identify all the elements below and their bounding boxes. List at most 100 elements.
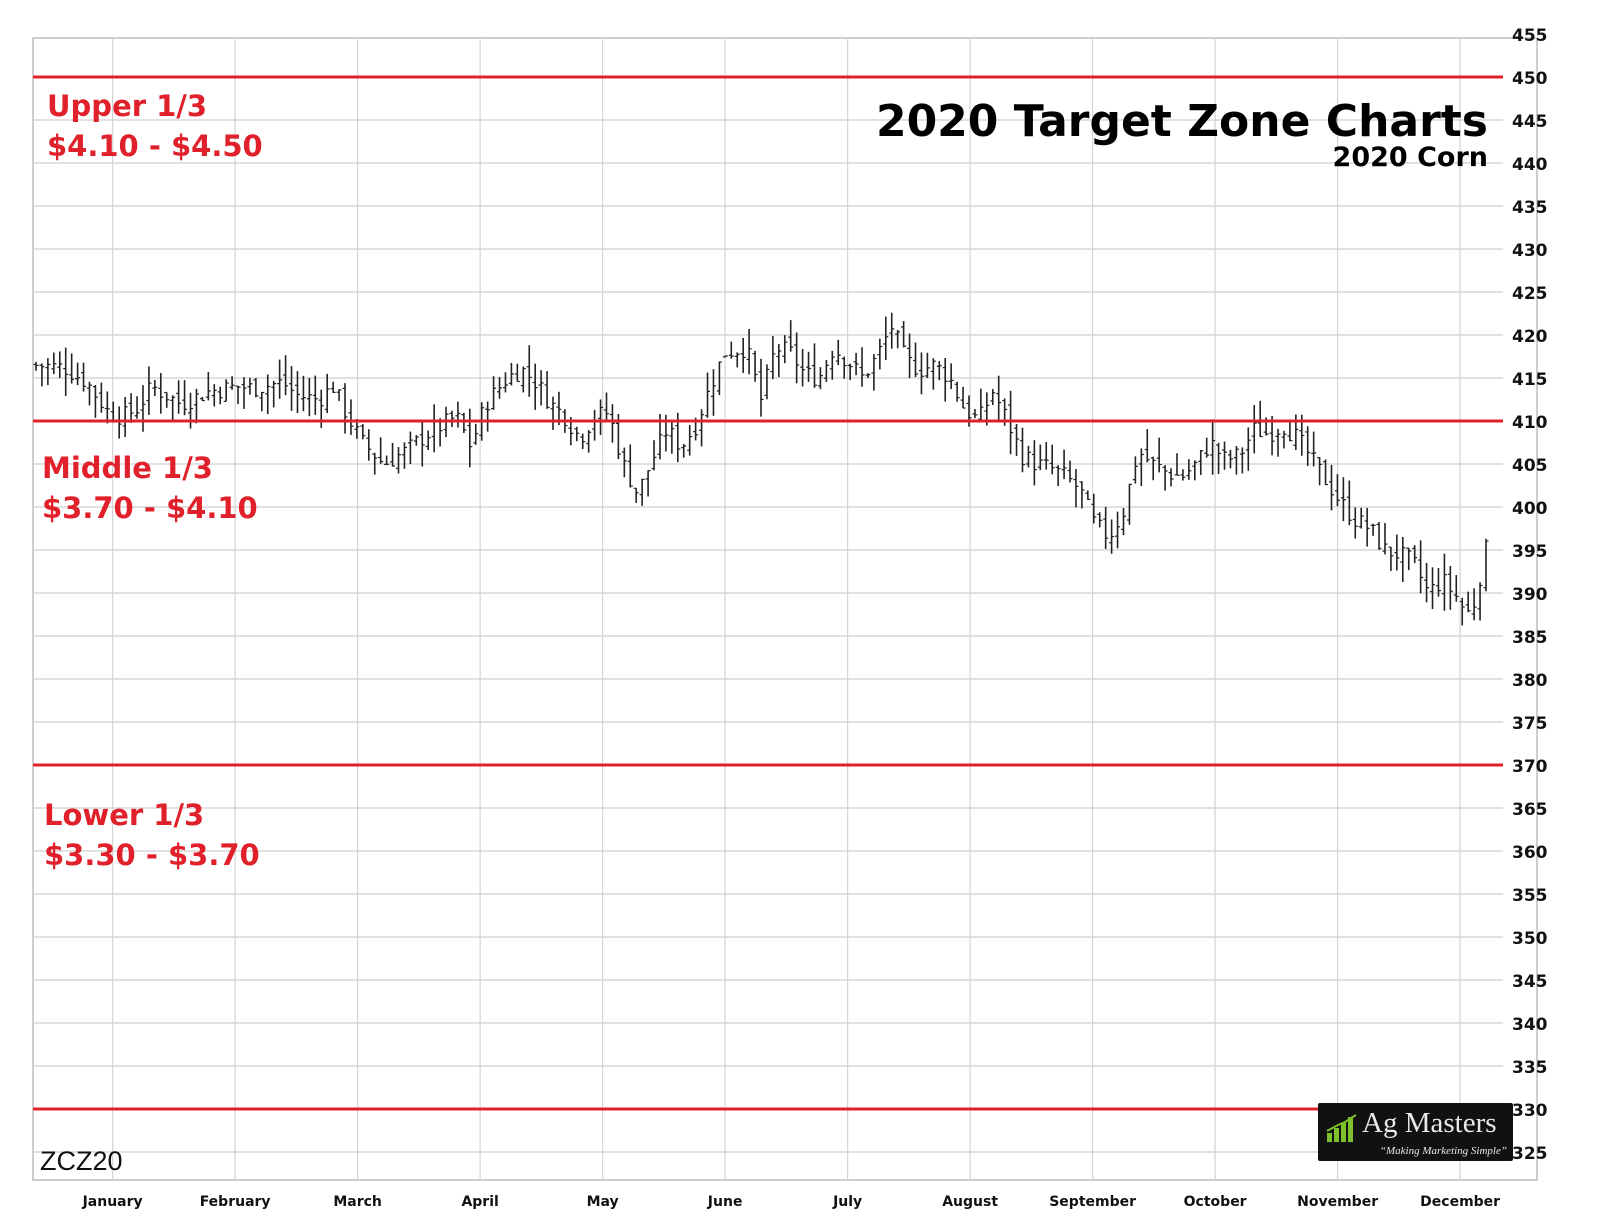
ohlc-bar [930, 358, 936, 390]
ohlc-bar [1376, 522, 1382, 550]
ohlc-bar [1418, 540, 1424, 594]
ohlc-bar [847, 363, 853, 381]
ohlc-bar [140, 385, 146, 432]
ohlc-bar [1174, 453, 1180, 476]
ohlc-bar [306, 377, 312, 417]
ohlc-bar [728, 341, 734, 359]
ohlc-bar [1079, 481, 1085, 509]
ohlc-bar [1216, 442, 1222, 475]
ohlc-bar [229, 376, 235, 390]
ohlc-bar [497, 377, 503, 399]
ohlc-bar [621, 447, 627, 478]
ohlc-bar [835, 339, 841, 366]
ohlc-bar [1352, 507, 1358, 539]
ohlc-bar [1435, 568, 1441, 597]
ohlc-bar [1073, 469, 1079, 508]
ohlc-bar [1180, 469, 1186, 481]
y-tick-label: 365 [1512, 800, 1548, 820]
y-tick-label: 410 [1512, 413, 1548, 433]
x-tick-label: November [1297, 1194, 1378, 1210]
ohlc-bar [378, 437, 384, 464]
y-tick-label: 375 [1512, 714, 1548, 734]
ohlc-bar [1441, 553, 1447, 611]
lower-zone-name: Lower 1/3 [44, 798, 205, 832]
ohlc-bar [188, 392, 194, 429]
ohlc-bar [520, 366, 526, 393]
x-tick-label: June [707, 1194, 743, 1210]
ohlc-bar [1334, 474, 1340, 507]
ohlc-bar [223, 379, 229, 402]
ohlc-bar [1126, 483, 1132, 525]
y-tick-label: 370 [1512, 757, 1548, 777]
y-tick-label: 340 [1512, 1015, 1548, 1035]
ohlc-bar [182, 380, 188, 416]
ohlc-bar [948, 363, 954, 390]
ohlc-bar [1483, 538, 1489, 592]
ohlc-bar [502, 372, 508, 393]
ohlc-bar [1037, 444, 1043, 471]
ohlc-bar [538, 370, 544, 406]
ohlc-bar [45, 358, 51, 386]
ohlc-bar [81, 362, 87, 392]
ohlc-bar [152, 380, 158, 397]
ohlc-bar [366, 429, 372, 461]
ohlc-bar [829, 350, 835, 380]
logo-tagline: “Making Marketing Simple” [1379, 1145, 1507, 1157]
ohlc-bar [1257, 400, 1263, 438]
ohlc-bar [1156, 437, 1162, 473]
ohlc-bar [1400, 536, 1406, 583]
ohlc-bar [294, 371, 300, 413]
ohlc-bar [1239, 447, 1245, 474]
ohlc-bar [455, 401, 461, 428]
ohlc-bar [776, 344, 782, 378]
ohlc-bar [146, 366, 152, 415]
ohlc-bar [176, 380, 182, 414]
ohlc-bar [532, 363, 538, 410]
ohlc-bar [312, 375, 318, 415]
ohlc-bar [128, 393, 134, 423]
ohlc-bar [1162, 465, 1168, 491]
ohlc-bar [508, 362, 514, 386]
ohlc-bar [1364, 507, 1370, 547]
ohlc-bar [954, 381, 960, 402]
y-tick-label: 400 [1512, 499, 1548, 519]
ohlc-bar [764, 364, 770, 400]
ohlc-bar [1447, 566, 1453, 610]
ohlc-bar [883, 316, 889, 361]
ohlc-bar [544, 371, 550, 409]
y-tick-label: 440 [1512, 155, 1548, 175]
y-axis-tick-labels: 325 330 335 340 345 350 355 360 365 370 375 380 385 3… [1512, 26, 1548, 1164]
middle-zone-range: $3.70 - $4.10 [42, 491, 258, 525]
ohlc-bar [710, 369, 716, 416]
ohlc-bar [514, 363, 520, 383]
ohlc-bar [104, 391, 110, 424]
ohlc-bar [740, 337, 746, 373]
ohlc-bar [473, 423, 479, 445]
upper-zone-label: Upper 1/3 $4.10 - $4.50 [47, 86, 263, 166]
ohlc-bar [800, 348, 806, 387]
y-tick-label: 405 [1512, 456, 1548, 476]
ohlc-bar [889, 312, 895, 349]
ohlc-bar [865, 373, 871, 378]
ohlc-bar [1281, 430, 1287, 449]
ohlc-bar [645, 470, 651, 497]
ohlc-bar [1222, 441, 1228, 470]
ohlc-bar [794, 332, 800, 384]
y-tick-label: 455 [1512, 26, 1548, 46]
ohlc-bar [734, 352, 740, 368]
ohlc-bar [1061, 449, 1067, 480]
x-tick-label: February [200, 1194, 271, 1210]
ohlc-bar [1323, 459, 1329, 486]
ohlc-bar [627, 444, 633, 488]
chart-subtitle: 2020 Corn [1332, 142, 1488, 173]
ohlc-bar [158, 373, 164, 414]
ohlc-bar [1311, 431, 1317, 467]
ohlc-bar [705, 372, 711, 418]
chart-title: 2020 Target Zone Charts [875, 96, 1488, 147]
ohlc-bar [247, 377, 253, 395]
y-tick-label: 395 [1512, 542, 1548, 562]
ohlc-bar [461, 412, 467, 434]
ohlc-bar [699, 409, 705, 447]
ohlc-bar [57, 351, 63, 379]
